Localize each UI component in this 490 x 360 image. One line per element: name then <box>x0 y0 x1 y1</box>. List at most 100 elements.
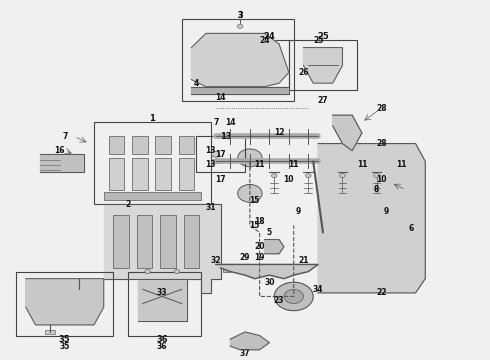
Text: 14: 14 <box>225 118 236 127</box>
Text: 31: 31 <box>206 203 216 212</box>
Bar <box>260 61 279 66</box>
Text: 15: 15 <box>249 196 260 205</box>
Bar <box>277 265 291 271</box>
Text: 16: 16 <box>54 146 65 155</box>
Text: 30: 30 <box>264 278 274 287</box>
Text: 11: 11 <box>254 161 265 170</box>
Polygon shape <box>216 265 318 279</box>
Text: 17: 17 <box>215 150 226 159</box>
Text: 27: 27 <box>318 96 328 105</box>
Polygon shape <box>303 48 343 83</box>
Text: 34: 34 <box>313 285 323 294</box>
Text: 4: 4 <box>194 78 199 87</box>
Bar <box>16 271 114 336</box>
Text: 7: 7 <box>213 118 219 127</box>
Text: 8: 8 <box>374 185 379 194</box>
Circle shape <box>174 270 179 274</box>
Bar <box>250 40 289 90</box>
Text: 18: 18 <box>254 217 265 226</box>
Text: 24: 24 <box>259 36 270 45</box>
Circle shape <box>274 282 313 311</box>
Bar <box>128 271 201 336</box>
Circle shape <box>238 184 262 202</box>
Text: 25: 25 <box>317 32 329 41</box>
Polygon shape <box>104 204 220 293</box>
Bar <box>184 215 199 268</box>
Bar <box>260 52 279 57</box>
Circle shape <box>212 151 220 157</box>
Text: 14: 14 <box>216 93 226 102</box>
Bar <box>196 136 245 172</box>
Polygon shape <box>138 279 187 321</box>
Text: 26: 26 <box>298 68 309 77</box>
Text: 2: 2 <box>125 199 131 208</box>
Text: 15: 15 <box>249 221 260 230</box>
Text: 11: 11 <box>395 161 406 170</box>
Text: 13: 13 <box>206 146 216 155</box>
Bar <box>155 158 171 190</box>
Bar <box>114 215 129 268</box>
Bar <box>179 136 195 154</box>
Text: 35: 35 <box>59 334 71 343</box>
Circle shape <box>284 289 303 303</box>
Text: 11: 11 <box>289 161 299 170</box>
Text: 36: 36 <box>157 342 168 351</box>
Text: 10: 10 <box>376 175 387 184</box>
Polygon shape <box>192 87 289 94</box>
Circle shape <box>374 174 379 177</box>
Bar <box>223 265 238 271</box>
Text: 6: 6 <box>408 224 413 233</box>
Circle shape <box>159 291 166 296</box>
Text: 11: 11 <box>357 161 367 170</box>
Text: 37: 37 <box>240 349 250 358</box>
Bar <box>109 136 124 154</box>
Bar <box>182 19 294 101</box>
Bar <box>250 265 265 271</box>
Circle shape <box>340 174 345 177</box>
Bar <box>260 43 279 48</box>
Text: 7: 7 <box>62 132 68 141</box>
Circle shape <box>271 174 277 177</box>
Text: 28: 28 <box>376 104 387 113</box>
Bar <box>132 158 147 190</box>
Bar <box>160 215 176 268</box>
Text: 9: 9 <box>384 207 389 216</box>
Text: 13: 13 <box>206 161 216 170</box>
Bar <box>109 158 124 190</box>
Circle shape <box>306 174 311 177</box>
Text: 19: 19 <box>254 253 265 262</box>
Bar <box>289 40 357 90</box>
Polygon shape <box>40 154 84 172</box>
Text: 25: 25 <box>313 36 323 45</box>
Text: 35: 35 <box>60 342 70 351</box>
Text: 23: 23 <box>274 296 284 305</box>
Text: 22: 22 <box>376 288 387 297</box>
Text: 12: 12 <box>274 129 284 138</box>
Circle shape <box>145 270 150 274</box>
Polygon shape <box>26 279 104 325</box>
Polygon shape <box>333 115 362 151</box>
Circle shape <box>238 149 262 167</box>
Bar <box>104 192 201 201</box>
Text: 3: 3 <box>238 11 243 20</box>
Text: 17: 17 <box>215 175 226 184</box>
Bar <box>155 136 171 154</box>
Polygon shape <box>230 332 270 350</box>
Text: 21: 21 <box>298 256 309 265</box>
Text: 36: 36 <box>156 334 168 343</box>
Text: 3: 3 <box>237 11 243 20</box>
Text: 28: 28 <box>376 139 387 148</box>
Bar <box>132 136 147 154</box>
Polygon shape <box>265 239 284 254</box>
Polygon shape <box>192 33 289 87</box>
Text: 32: 32 <box>211 256 221 265</box>
Text: 13: 13 <box>220 132 231 141</box>
Text: 5: 5 <box>267 228 272 237</box>
Bar <box>45 330 55 334</box>
Circle shape <box>237 24 243 28</box>
Text: 1: 1 <box>149 114 155 123</box>
Text: 9: 9 <box>296 207 301 216</box>
Text: 10: 10 <box>284 175 294 184</box>
Bar <box>179 158 195 190</box>
Text: 20: 20 <box>254 242 265 251</box>
